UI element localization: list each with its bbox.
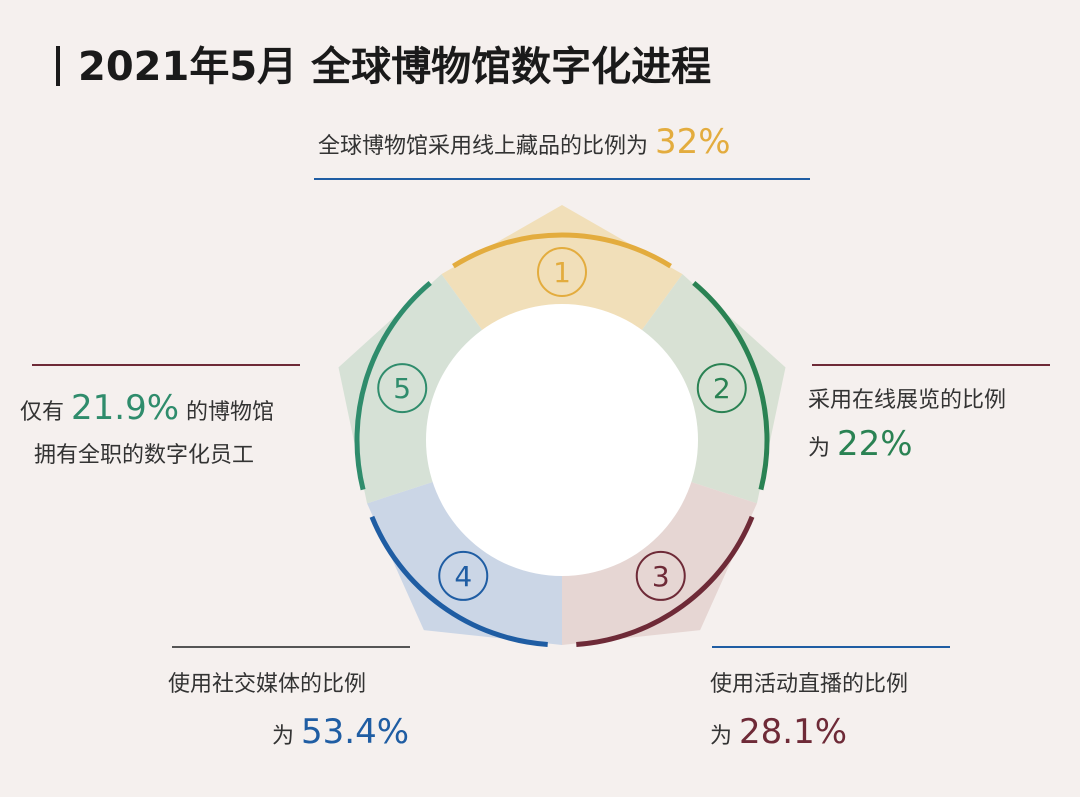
label-2: 采用在线展览的比例 为 22% bbox=[808, 388, 1006, 465]
label-1: 全球博物馆采用线上藏品的比例为 32% bbox=[318, 122, 731, 163]
label-5-line2: 拥有全职的数字化员工 bbox=[34, 442, 255, 468]
label-3: 使用活动直播的比例 为 28.1% bbox=[710, 672, 908, 753]
title-bar-decoration bbox=[56, 46, 60, 86]
label-2-overline bbox=[812, 364, 1050, 366]
label-2-value: 22% bbox=[837, 424, 913, 465]
segment-2-arc bbox=[692, 281, 770, 491]
label-5-value: 21.9% bbox=[71, 388, 180, 428]
label-5: 仅有 21.9% 的博物馆 拥有全职的数字化员工 bbox=[20, 388, 274, 469]
label-3-value: 28.1% bbox=[739, 712, 848, 753]
segment-1-arc bbox=[452, 232, 672, 269]
label-5-prefix: 仅有 bbox=[20, 400, 65, 425]
label-4-text: 使用社交媒体的比例 bbox=[168, 672, 367, 697]
segment-3-arc bbox=[576, 515, 755, 647]
center-hole bbox=[426, 304, 698, 576]
segment-2-number: 2 bbox=[713, 372, 731, 405]
label-4-overline bbox=[172, 646, 410, 648]
segment-1-badge bbox=[537, 247, 587, 297]
label-4-value: 53.4% bbox=[301, 712, 410, 753]
segment-4-arc bbox=[369, 515, 548, 647]
label-4: 使用社交媒体的比例 为 53.4% bbox=[168, 672, 409, 753]
label-1-text: 全球博物馆采用线上藏品的比例为 bbox=[318, 134, 649, 159]
label-1-value: 32% bbox=[655, 122, 731, 162]
label-5-overline bbox=[32, 364, 300, 366]
segment-2-badge bbox=[696, 363, 747, 414]
segment-5-badge bbox=[377, 363, 428, 414]
segment-4-badge bbox=[438, 550, 489, 601]
label-3-text: 使用活动直播的比例 bbox=[710, 672, 909, 697]
label-1-underline bbox=[314, 178, 810, 180]
segment-5-number: 5 bbox=[393, 372, 411, 405]
segment-3-badge bbox=[635, 550, 686, 601]
segment-3-number: 3 bbox=[652, 560, 670, 593]
label-2-prefix: 为 bbox=[808, 436, 831, 462]
page-title: 2021年5月 全球博物馆数字化进程 bbox=[56, 34, 711, 92]
segment-4-number: 4 bbox=[454, 560, 472, 593]
label-3-prefix: 为 bbox=[710, 724, 733, 750]
label-4-prefix: 为 bbox=[272, 724, 295, 750]
label-5-suffix: 的博物馆 bbox=[186, 400, 275, 425]
label-3-overline bbox=[712, 646, 950, 648]
segment-5-arc bbox=[354, 281, 432, 491]
label-2-text: 采用在线展览的比例 bbox=[808, 388, 1007, 413]
segment-1-number: 1 bbox=[553, 256, 571, 289]
title-text: 2021年5月 全球博物馆数字化进程 bbox=[78, 44, 712, 90]
